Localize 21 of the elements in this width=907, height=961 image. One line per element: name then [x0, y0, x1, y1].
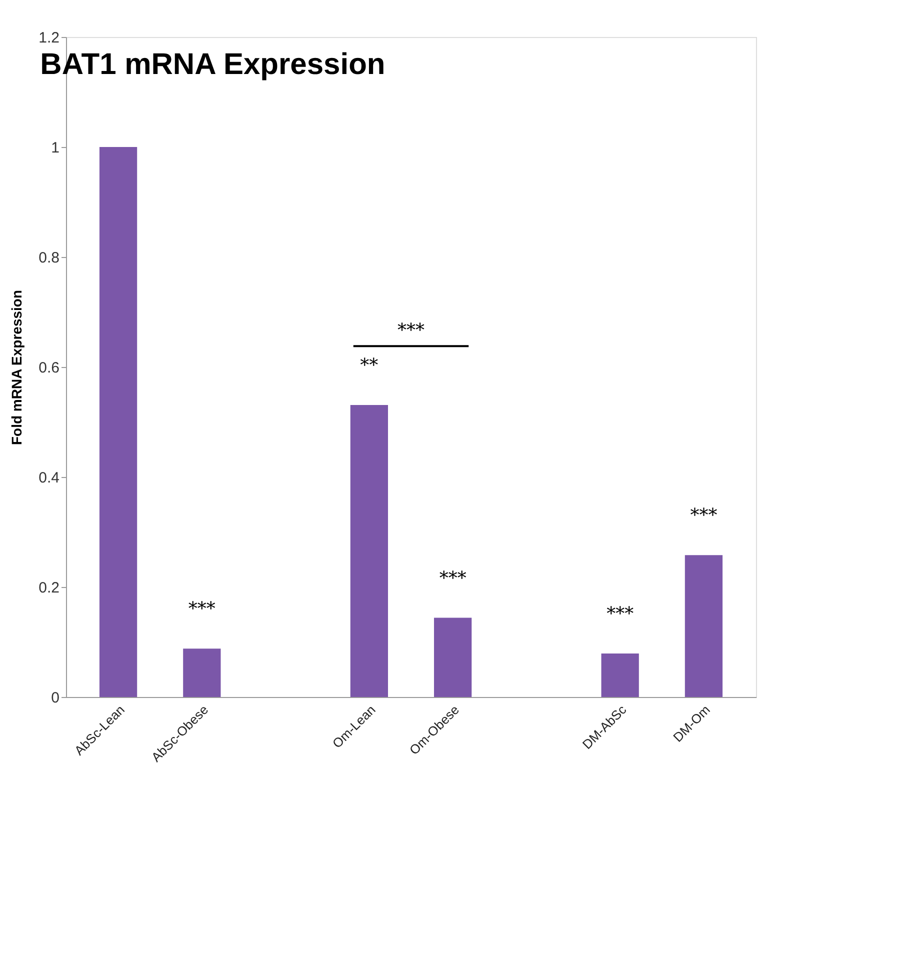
y-tick-label: 1.2	[38, 30, 60, 46]
y-tick-label: 0.4	[38, 470, 60, 486]
bar	[99, 147, 138, 697]
annotation: ***	[606, 604, 634, 625]
annotation: ***	[690, 505, 718, 526]
annotation: ***	[188, 598, 216, 620]
y-tick-label: 0.2	[38, 580, 60, 596]
annotation: ***	[398, 320, 424, 342]
y-tick-label: 1	[51, 140, 60, 156]
y-tick-label: 0.8	[38, 250, 60, 266]
bar	[601, 654, 639, 697]
y-tick-label: 0	[51, 690, 60, 706]
y-tick-label: 0.6	[38, 360, 60, 376]
annotation: ***	[439, 568, 466, 589]
chart-title: BAT1 mRNA Expression	[40, 48, 386, 81]
y-axis-title: Fold mRNA Expression	[8, 290, 25, 446]
bar	[434, 618, 472, 697]
bar	[684, 555, 723, 697]
bar	[183, 648, 221, 697]
bar	[350, 404, 388, 697]
annotation: **	[360, 354, 378, 376]
